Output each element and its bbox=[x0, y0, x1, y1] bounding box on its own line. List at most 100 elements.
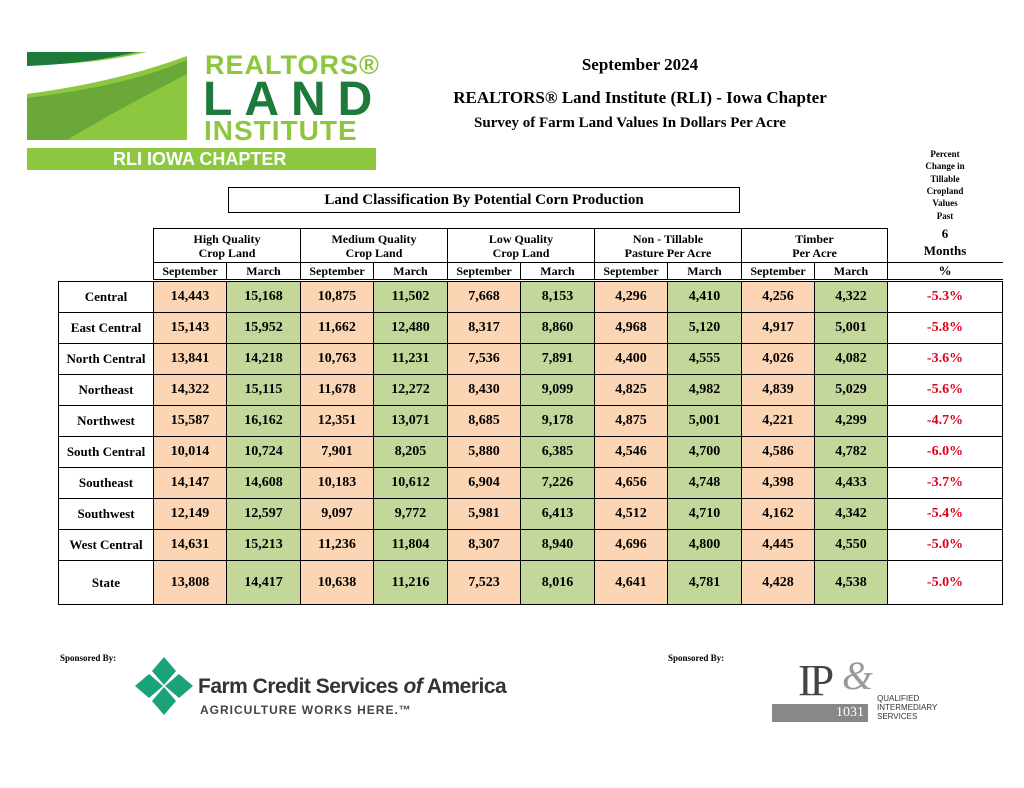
change-cell: -5.4% bbox=[887, 498, 1003, 530]
column-header: March bbox=[814, 262, 888, 280]
column-header: March bbox=[520, 262, 595, 280]
value-cell: 10,638 bbox=[300, 560, 374, 605]
value-cell: 14,608 bbox=[226, 467, 301, 499]
value-cell: 9,178 bbox=[520, 405, 595, 437]
value-cell: 4,221 bbox=[741, 405, 815, 437]
value-cell: 7,891 bbox=[520, 343, 595, 375]
value-cell: 5,880 bbox=[447, 436, 521, 468]
group-header-line: Crop Land bbox=[198, 245, 256, 260]
report-title: REALTORS® Land Institute (RLI) - Iowa Ch… bbox=[453, 88, 827, 107]
value-cell: 4,026 bbox=[741, 343, 815, 375]
value-cell: 14,218 bbox=[226, 343, 301, 375]
change-header-period: 6 bbox=[941, 226, 949, 241]
change-cell: -5.8% bbox=[887, 312, 1003, 344]
value-cell: 10,763 bbox=[300, 343, 374, 375]
value-cell: 4,710 bbox=[667, 498, 742, 530]
change-cell: -5.3% bbox=[887, 281, 1003, 313]
fcs-name-of: of bbox=[403, 675, 423, 698]
value-cell: 5,001 bbox=[814, 312, 888, 344]
change-cell: -5.6% bbox=[887, 374, 1003, 406]
value-cell: 4,696 bbox=[594, 529, 668, 561]
value-cell: 8,430 bbox=[447, 374, 521, 406]
value-cell: 5,001 bbox=[667, 405, 742, 437]
fcs-logo-mark bbox=[135, 657, 193, 715]
change-cell: -5.0% bbox=[887, 529, 1003, 561]
ip-text: QUALIFIED INTERMEDIARY SERVICES bbox=[877, 694, 937, 721]
value-cell: 4,982 bbox=[667, 374, 742, 406]
value-cell: 4,400 bbox=[594, 343, 668, 375]
ip-amp: & bbox=[842, 653, 874, 698]
value-cell: 11,662 bbox=[300, 312, 374, 344]
value-cell: 4,550 bbox=[814, 529, 888, 561]
report-date: September 2024 bbox=[581, 55, 699, 74]
value-cell: 11,236 bbox=[300, 529, 374, 561]
value-cell: 11,502 bbox=[373, 281, 448, 313]
value-cell: 11,678 bbox=[300, 374, 374, 406]
value-cell: 15,168 bbox=[226, 281, 301, 313]
group-header-line: Pasture Per Acre bbox=[624, 245, 712, 260]
column-header: March bbox=[373, 262, 448, 280]
value-cell: 6,413 bbox=[520, 498, 595, 530]
group-header: Medium Quality Crop Land bbox=[300, 228, 448, 263]
group-header-line: Per Acre bbox=[792, 245, 837, 260]
value-cell: 6,904 bbox=[447, 467, 521, 499]
group-header: Low Quality Crop Land bbox=[447, 228, 595, 263]
value-cell: 11,216 bbox=[373, 560, 448, 605]
value-cell: 4,700 bbox=[667, 436, 742, 468]
value-cell: 4,296 bbox=[594, 281, 668, 313]
value-cell: 4,748 bbox=[667, 467, 742, 499]
fcs-name: Farm Credit Services of America bbox=[198, 675, 507, 699]
value-cell: 10,612 bbox=[373, 467, 448, 499]
column-header: March bbox=[226, 262, 301, 280]
fcs-tagline: AGRICULTURE WORKS HERE.™ bbox=[200, 703, 412, 717]
logo-line3: INSTITUTE bbox=[204, 115, 358, 146]
value-cell: 4,656 bbox=[594, 467, 668, 499]
value-cell: 4,512 bbox=[594, 498, 668, 530]
column-header: September bbox=[153, 262, 227, 280]
change-header-line: Values bbox=[932, 198, 958, 209]
value-cell: 4,082 bbox=[814, 343, 888, 375]
ip-text-line: INTERMEDIARY bbox=[877, 703, 938, 712]
value-cell: 4,781 bbox=[667, 560, 742, 605]
ip-text-line: QUALIFIED bbox=[877, 694, 920, 703]
region-cell: Central bbox=[58, 281, 154, 313]
value-cell: 10,724 bbox=[226, 436, 301, 468]
value-cell: 13,841 bbox=[153, 343, 227, 375]
group-header-line: High Quality bbox=[193, 231, 261, 246]
value-cell: 7,226 bbox=[520, 467, 595, 499]
group-header-line: Crop Land bbox=[345, 245, 403, 260]
region-cell: Northeast bbox=[58, 374, 154, 406]
value-cell: 4,586 bbox=[741, 436, 815, 468]
region-cell: Southwest bbox=[58, 498, 154, 530]
value-cell: 14,417 bbox=[226, 560, 301, 605]
value-cell: 9,772 bbox=[373, 498, 448, 530]
value-cell: 4,641 bbox=[594, 560, 668, 605]
value-cell: 4,825 bbox=[594, 374, 668, 406]
value-cell: 14,443 bbox=[153, 281, 227, 313]
value-cell: 15,115 bbox=[226, 374, 301, 406]
change-header-line: Percent bbox=[930, 149, 960, 159]
change-header-line: Cropland bbox=[926, 185, 964, 196]
value-cell: 10,183 bbox=[300, 467, 374, 499]
logo-chapter: RLI IOWA CHAPTER bbox=[27, 148, 376, 170]
region-cell: South Central bbox=[58, 436, 154, 468]
region-cell: West Central bbox=[58, 529, 154, 561]
change-cell: -5.0% bbox=[887, 560, 1003, 605]
value-cell: 4,445 bbox=[741, 529, 815, 561]
value-cell: 9,097 bbox=[300, 498, 374, 530]
column-header: September bbox=[594, 262, 668, 280]
change-cell: -3.6% bbox=[887, 343, 1003, 375]
value-cell: 14,322 bbox=[153, 374, 227, 406]
change-cell: -4.7% bbox=[887, 405, 1003, 437]
value-cell: 4,968 bbox=[594, 312, 668, 344]
region-cell: East Central bbox=[58, 312, 154, 344]
value-cell: 9,099 bbox=[520, 374, 595, 406]
value-cell: 4,800 bbox=[667, 529, 742, 561]
group-header: Non - Tillable Pasture Per Acre bbox=[594, 228, 742, 263]
value-cell: 16,162 bbox=[226, 405, 301, 437]
group-header-line: Medium Quality bbox=[331, 231, 417, 246]
value-cell: 4,555 bbox=[667, 343, 742, 375]
logo-line1: REALTORS® bbox=[205, 50, 380, 80]
value-cell: 11,804 bbox=[373, 529, 448, 561]
